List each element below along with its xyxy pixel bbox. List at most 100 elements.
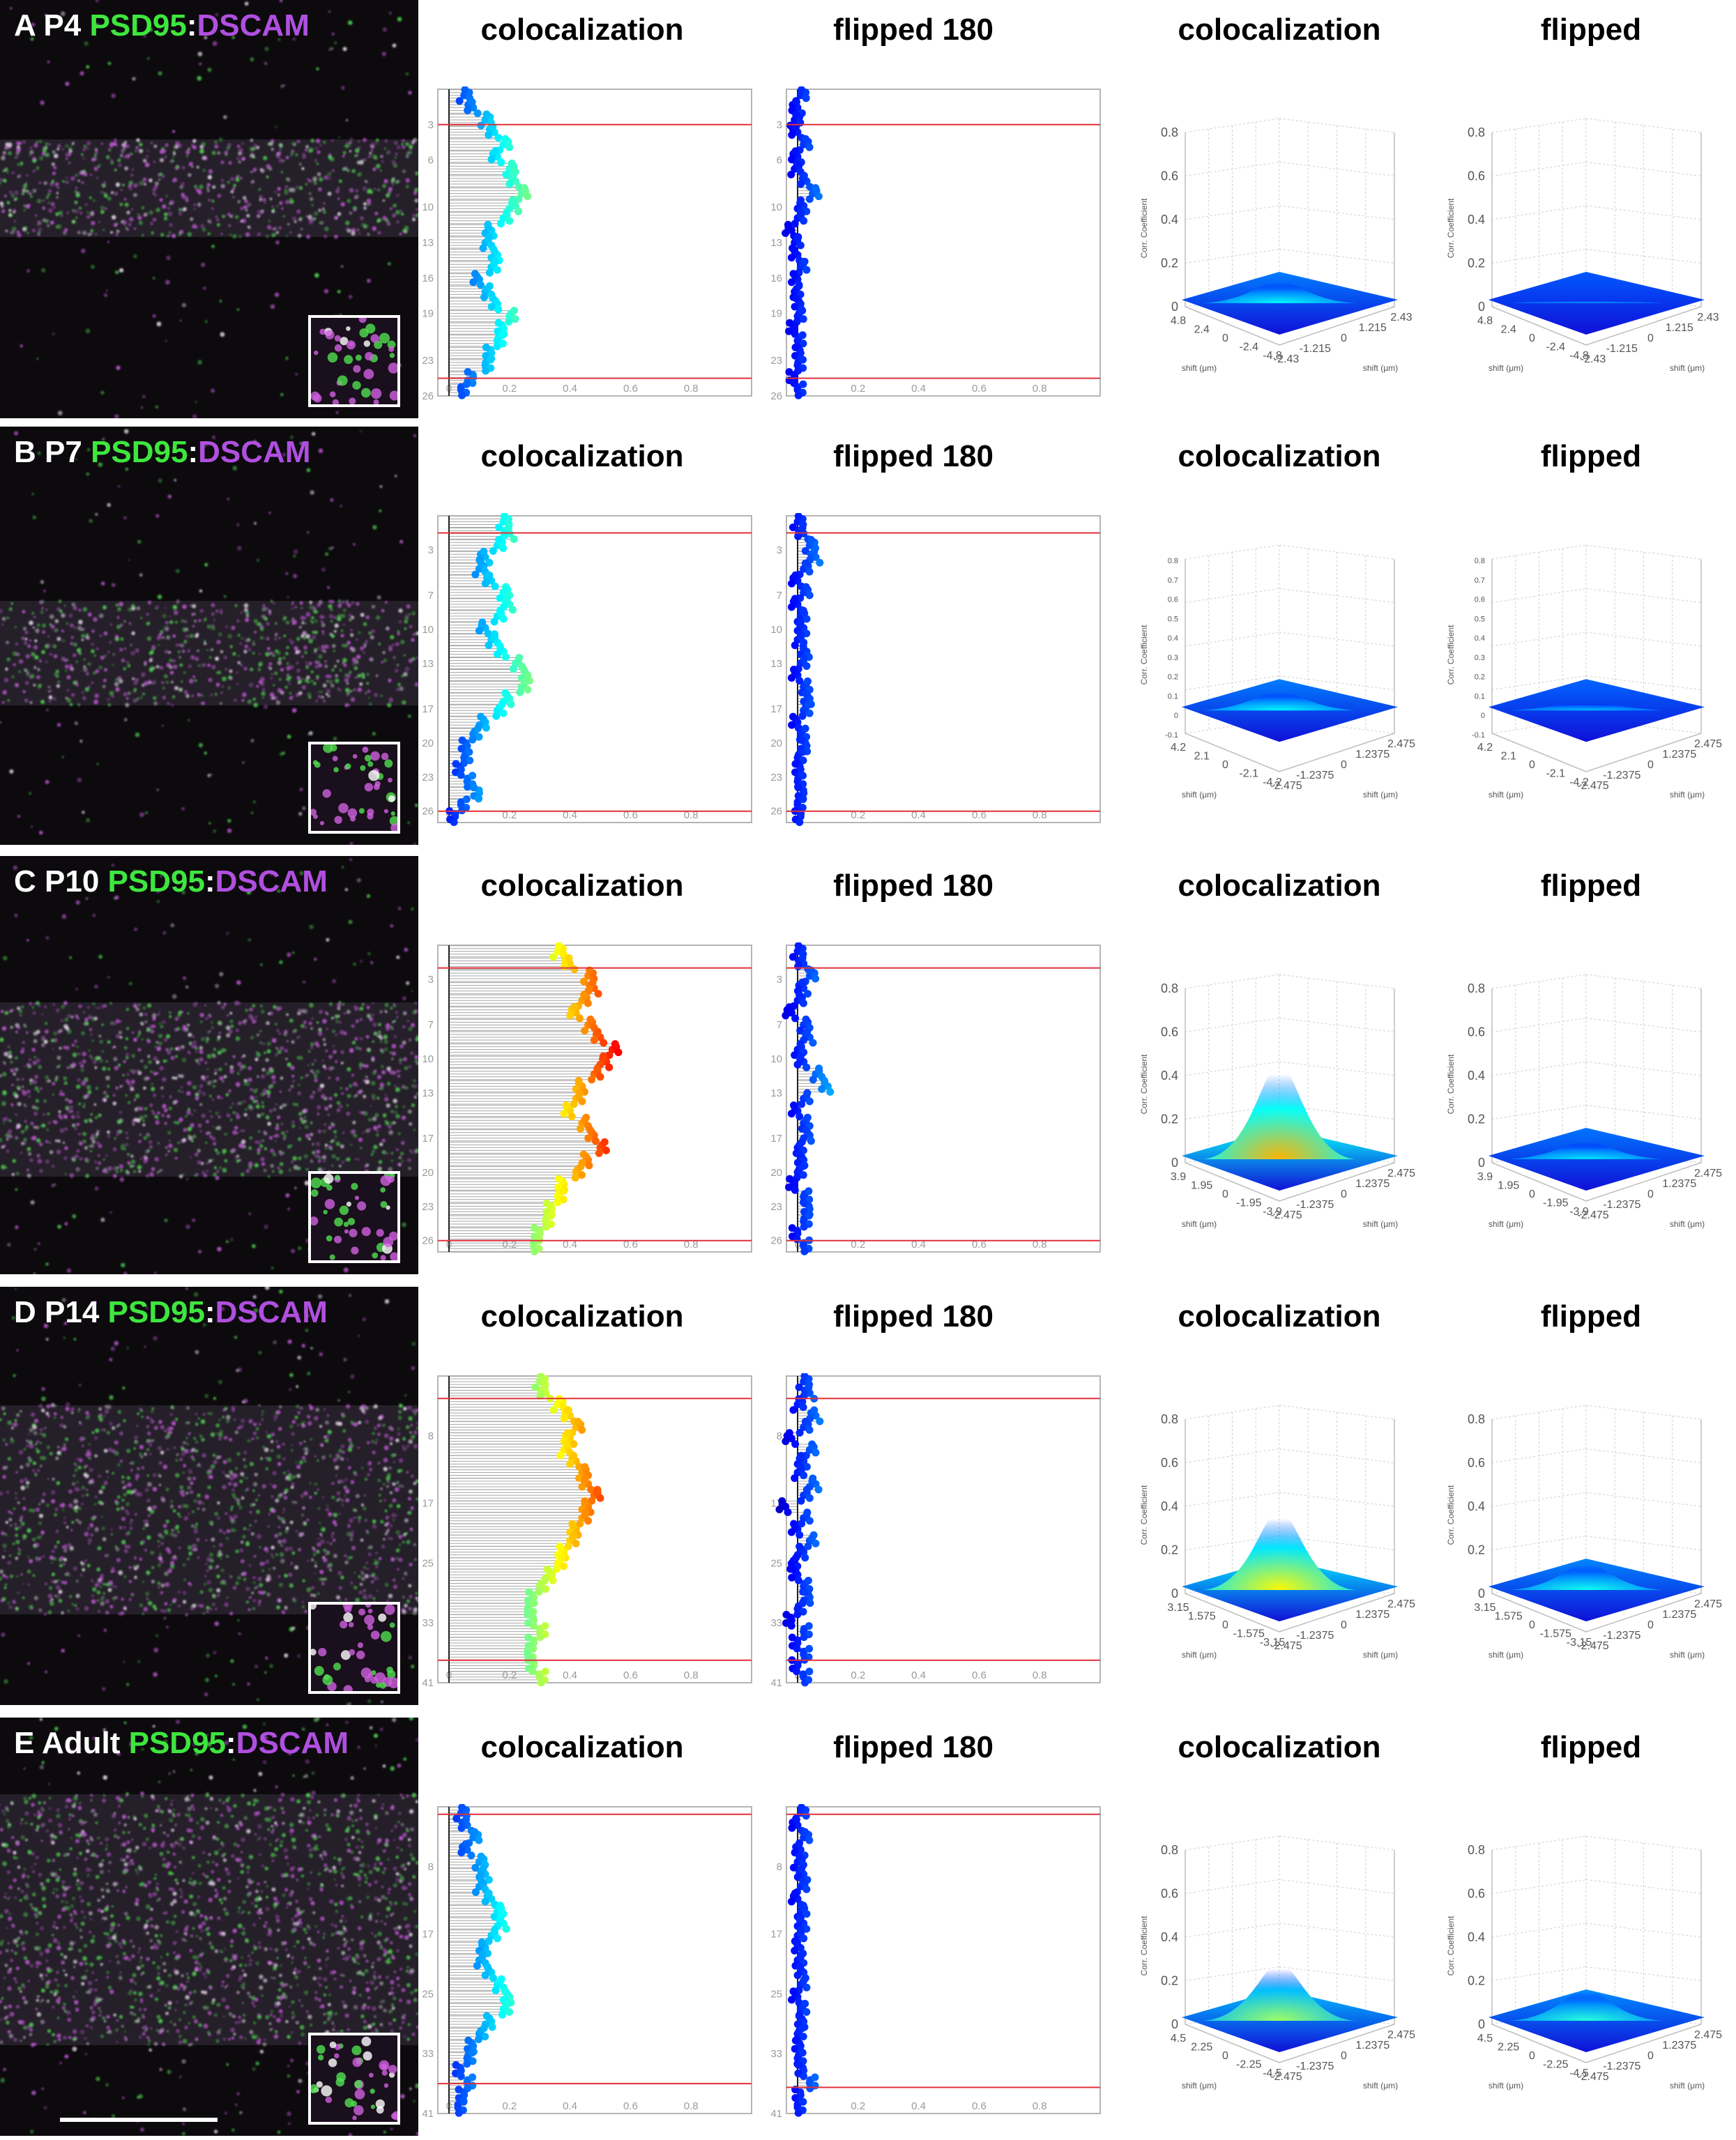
y-tick-label: 13 <box>770 658 782 670</box>
surface <box>1182 1963 1398 2052</box>
x-tick-label: 0 <box>1222 2050 1228 2062</box>
data-point <box>521 677 530 685</box>
grid-line <box>1279 118 1395 133</box>
x-tick-label: 0 <box>1222 333 1228 344</box>
y-tick-label: 41 <box>422 1677 434 1689</box>
data-point <box>458 736 466 744</box>
data-point <box>799 1670 807 1679</box>
data-point <box>800 257 809 266</box>
x-tick-label: 0 <box>1529 1189 1535 1200</box>
surface-peak <box>1203 280 1356 303</box>
y-tick-label: 1.2375 <box>1355 2040 1389 2051</box>
data-point <box>799 772 807 780</box>
data-point <box>508 606 517 614</box>
grid-line <box>1491 1923 1587 1938</box>
z-tick-label: 0.2 <box>1468 1543 1485 1557</box>
data-point <box>791 2036 800 2045</box>
data-point <box>529 1644 538 1653</box>
data-point <box>459 2097 468 2106</box>
data-point <box>482 724 490 732</box>
y-tick-label: -1.2375 <box>1603 770 1640 781</box>
data-point <box>784 1508 792 1516</box>
x-tick-label: -2.1 <box>1239 768 1258 780</box>
x-tick-label: 2.1 <box>1194 751 1210 763</box>
data-point <box>508 159 516 167</box>
data-point <box>800 1373 809 1380</box>
panel-row-e: E Adult PSD95:DSCAM colocalization flipped… <box>0 1718 1736 2136</box>
data-point <box>478 1938 486 1946</box>
z-tick-label: 0 <box>1478 300 1485 314</box>
x-tick-label: 0.6 <box>972 1239 987 1251</box>
y-tick-label: 0 <box>1647 1189 1654 1200</box>
column-title: colocalization <box>480 13 684 47</box>
data-point <box>778 1497 786 1505</box>
data-point <box>504 523 512 532</box>
x-tick-label: -2.25 <box>1236 2059 1262 2071</box>
data-point <box>530 1659 538 1667</box>
points <box>787 513 824 827</box>
y-tick-label: 2.475 <box>1694 1168 1722 1179</box>
data-point <box>795 1963 804 1971</box>
y-tick-label: -2.475 <box>1270 1209 1302 1221</box>
data-point <box>809 1474 817 1483</box>
data-point <box>789 1565 797 1573</box>
data-point <box>477 121 485 130</box>
data-point <box>578 1426 586 1434</box>
grid-line <box>1491 719 1587 734</box>
column-title: colocalization <box>480 439 684 473</box>
panel-marker1: PSD95 <box>128 1726 227 1760</box>
micrograph: A P4 PSD95:DSCAM <box>0 0 418 418</box>
z-tick-label: 0.4 <box>1161 1499 1178 1513</box>
data-point <box>458 391 466 399</box>
y-tick-label: 26 <box>770 806 782 818</box>
y-axis-label: shift (μm) <box>1363 790 1398 800</box>
z-tick-label: 0.1 <box>1168 692 1178 701</box>
data-point <box>803 1089 812 1097</box>
data-point <box>797 1451 805 1460</box>
x-tick-label: 1.95 <box>1498 1180 1519 1192</box>
data-point <box>492 257 500 266</box>
y-tick-label: 20 <box>770 737 782 749</box>
data-point <box>798 2024 807 2033</box>
data-point <box>455 97 464 105</box>
y-tick-label: 0 <box>1341 1189 1347 1200</box>
y-tick-label: 23 <box>770 355 782 367</box>
x-axis-label: shift (μm) <box>1182 1650 1217 1660</box>
data-point <box>491 147 499 155</box>
data-point <box>797 630 805 639</box>
data-point <box>605 1063 614 1071</box>
x-tick-label: 0.2 <box>851 383 865 395</box>
data-point <box>509 665 517 673</box>
data-point <box>581 1463 589 1472</box>
z-tick-label: 0.8 <box>1475 557 1485 565</box>
data-point <box>529 1621 538 1630</box>
data-point <box>787 254 795 262</box>
micrograph-inset <box>308 742 400 834</box>
data-point <box>558 1187 567 1195</box>
x-axis-label: shift (μm) <box>1182 2081 1217 2091</box>
points <box>524 1373 604 1687</box>
inset-image <box>311 1605 397 1691</box>
y-tick-label: 26 <box>770 390 782 402</box>
data-point <box>570 1531 578 1539</box>
y-tick-label: 23 <box>770 1201 782 1213</box>
x-tick-label: 0 <box>1529 333 1535 344</box>
data-point <box>469 278 478 286</box>
data-point <box>457 1849 466 1857</box>
surface-peak <box>1203 1511 1356 1590</box>
y-tick-label: 23 <box>422 772 434 784</box>
surface-box <box>1491 1419 1702 1633</box>
x-tick-label: 0.8 <box>1033 383 1047 395</box>
data-point <box>474 2035 482 2044</box>
z-tick-label: 0.3 <box>1475 654 1485 662</box>
data-point <box>525 1588 533 1596</box>
surface-chart: 0.8 0.6 0.4 0.2 0 Corr. Coefficient 3.9 1.95 0 -1… <box>1446 974 1722 1229</box>
data-point <box>494 134 503 142</box>
y-tick-label: 8 <box>777 1430 782 1442</box>
data-point <box>493 1934 501 1943</box>
data-point <box>794 784 802 792</box>
y-tick-label: -2.475 <box>1577 1209 1608 1221</box>
grid-line <box>1185 719 1280 734</box>
data-point <box>801 135 809 143</box>
